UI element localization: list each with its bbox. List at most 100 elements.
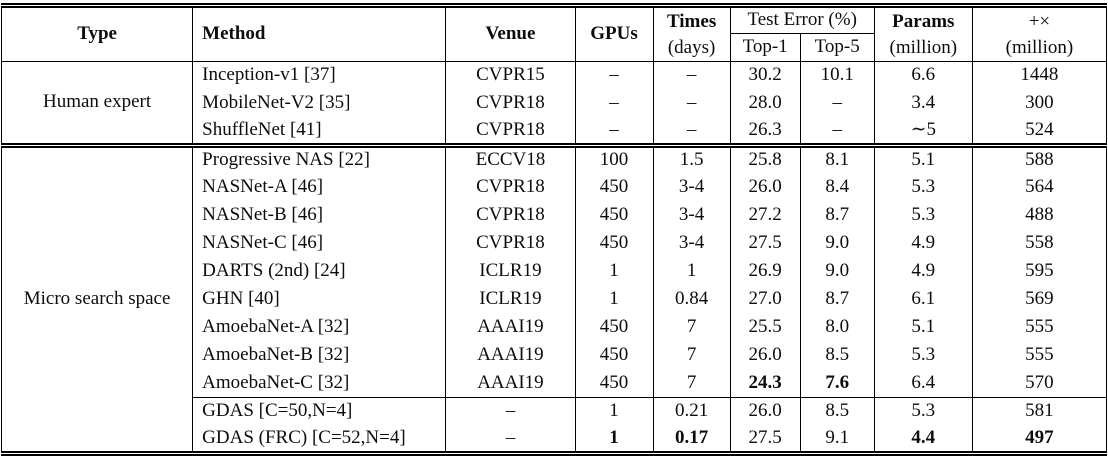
top5-error-cell: 8.5 <box>799 397 875 426</box>
col-header-params: Params (million) <box>873 5 973 62</box>
multadds-cell: 524 <box>971 117 1108 146</box>
table-row: MobileNet-V2 [35] CVPR18– –28.0–3.4 300 <box>2 89 1108 118</box>
table-row: GHN [40] ICLR19 1 0.84 27.0 8.7 6.1 569 <box>2 285 1108 314</box>
multadds-cell: 564 <box>971 173 1108 202</box>
table-row: AmoebaNet-B [32] AAAI19 450 7 26.0 8.5 5.3 555 <box>2 341 1108 370</box>
top5-error-cell: 8.7 <box>799 285 875 314</box>
method-cell: GDAS [C=50,N=4] <box>192 397 447 426</box>
times-cell: – <box>652 89 731 118</box>
params-cell: 5.3 <box>873 397 973 426</box>
col-header-method: Method <box>192 5 447 62</box>
params-cell: ∼5 <box>873 117 973 146</box>
gpus-cell: – <box>574 89 654 118</box>
params-cell: 6.6 <box>873 61 973 90</box>
top1-error-cell: 26.0 <box>729 397 801 426</box>
multadds-cell: 497 <box>971 425 1108 454</box>
nas-results-table: Type Method Venue GPUs Times (days) Test… <box>0 3 1108 456</box>
method-cell: GHN [40] <box>192 285 447 314</box>
top5-error-cell: – <box>799 117 875 146</box>
gpus-cell: 450 <box>574 369 654 398</box>
top1-error-cell: 28.0 <box>729 89 801 118</box>
gpus-cell: 450 <box>574 173 654 202</box>
top5-error-cell: 7.6 <box>799 369 875 398</box>
col-header-params-unit: (million) <box>889 36 958 58</box>
params-cell: 4.4 <box>873 425 973 454</box>
multadds-cell: 300 <box>971 89 1108 118</box>
method-cell: NASNet-C [46] <box>192 229 447 258</box>
venue-cell: CVPR15 <box>445 61 576 90</box>
top5-error-cell: 8.7 <box>799 201 875 230</box>
times-cell: 3-4 <box>652 173 731 202</box>
top5-error-cell: 10.1 <box>799 61 875 90</box>
table-row: ShuffleNet [41] CVPR18– –26.3– ∼5 524 <box>2 117 1108 146</box>
header-row-1: Type Method Venue GPUs Times (days) Test… <box>0 5 1108 62</box>
top5-error-cell: 8.4 <box>799 173 875 202</box>
multadds-cell: 555 <box>971 341 1108 370</box>
col-header-gpus: GPUs <box>574 5 654 62</box>
gpus-cell: 1 <box>574 397 654 426</box>
gpus-cell: 450 <box>574 229 654 258</box>
params-cell: 5.1 <box>873 145 973 174</box>
table-row: GDAS [C=50,N=4] –1 0.21 26.0 8.5 5.3 581 <box>2 397 1108 426</box>
method-cell: Inception-v1 [37] <box>192 61 447 90</box>
col-header-type: Type <box>0 5 194 62</box>
method-cell: NASNet-A [46] <box>192 173 447 202</box>
venue-cell: – <box>445 425 576 454</box>
venue-cell: ICLR19 <box>445 257 576 286</box>
venue-cell: CVPR18 <box>445 229 576 258</box>
col-header-multadds: +× (million) <box>971 5 1108 62</box>
row-group-label: Micro search space <box>0 145 194 454</box>
method-cell: DARTS (2nd) [24] <box>192 257 447 286</box>
params-cell: 5.3 <box>873 173 973 202</box>
params-cell: 4.9 <box>873 257 973 286</box>
gpus-cell: 1 <box>574 257 654 286</box>
method-cell: AmoebaNet-C [32] <box>192 369 447 398</box>
top5-error-cell: 9.0 <box>799 229 875 258</box>
venue-cell: AAAI19 <box>445 369 576 398</box>
times-cell: 3-4 <box>652 229 731 258</box>
multadds-cell: 555 <box>971 313 1108 342</box>
times-cell: 0.17 <box>652 425 731 454</box>
table-row: NASNet-C [46] CVPR18 450 3-4 27.5 9.0 4.9 558 <box>2 229 1108 258</box>
table-header: Type Method Venue GPUs Times (days) Test… <box>0 5 1108 62</box>
venue-cell: AAAI19 <box>445 341 576 370</box>
table-row: Micro search space Progressive NAS [22] EC… <box>0 145 1108 454</box>
times-cell: 3-4 <box>652 201 731 230</box>
gpus-cell: 1 <box>574 285 654 314</box>
params-cell: 5.3 <box>873 201 973 230</box>
top1-error-cell: 27.5 <box>729 229 801 258</box>
gpus-cell: – <box>574 61 654 90</box>
gpus-cell: 1 <box>574 425 654 454</box>
col-header-test-error: Test Error (%) <box>729 5 875 34</box>
venue-cell: ECCV18 <box>445 145 576 174</box>
method-cell: Progressive NAS [22] <box>192 145 447 174</box>
top5-error-cell: 8.5 <box>799 341 875 370</box>
top5-error-cell: 9.1 <box>799 425 875 454</box>
venue-cell: CVPR18 <box>445 173 576 202</box>
multadds-cell: 588 <box>971 145 1108 174</box>
multadds-cell: 1448 <box>971 61 1108 90</box>
venue-cell: CVPR18 <box>445 201 576 230</box>
row-group-label: Human expert <box>0 61 194 146</box>
gpus-cell: 450 <box>574 313 654 342</box>
times-cell: – <box>652 117 731 146</box>
col-header-venue: Venue <box>445 5 576 62</box>
col-header-top5: Top-5 <box>799 33 875 62</box>
times-cell: 0.84 <box>652 285 731 314</box>
top5-error-cell: 8.0 <box>799 313 875 342</box>
table-row: AmoebaNet-A [32] AAAI19 450 7 25.5 8.0 5.1 555 <box>2 313 1108 342</box>
venue-cell: ICLR19 <box>445 285 576 314</box>
times-cell: 7 <box>652 369 731 398</box>
multadds-cell: 581 <box>971 397 1108 426</box>
multadds-cell: 570 <box>971 369 1108 398</box>
gpus-cell: 100 <box>574 145 654 174</box>
multadds-cell: 595 <box>971 257 1108 286</box>
top1-error-cell: 26.3 <box>729 117 801 146</box>
times-cell: – <box>652 61 731 90</box>
times-cell: 7 <box>652 313 731 342</box>
top1-error-cell: 26.0 <box>729 341 801 370</box>
top1-error-cell: 27.5 <box>729 425 801 454</box>
table-row: GDAS (FRC) [C=52,N=4] –1 0.17 27.5 9.1 4.4 497 <box>2 425 1108 454</box>
method-cell: AmoebaNet-A [32] <box>192 313 447 342</box>
params-cell: 4.9 <box>873 229 973 258</box>
